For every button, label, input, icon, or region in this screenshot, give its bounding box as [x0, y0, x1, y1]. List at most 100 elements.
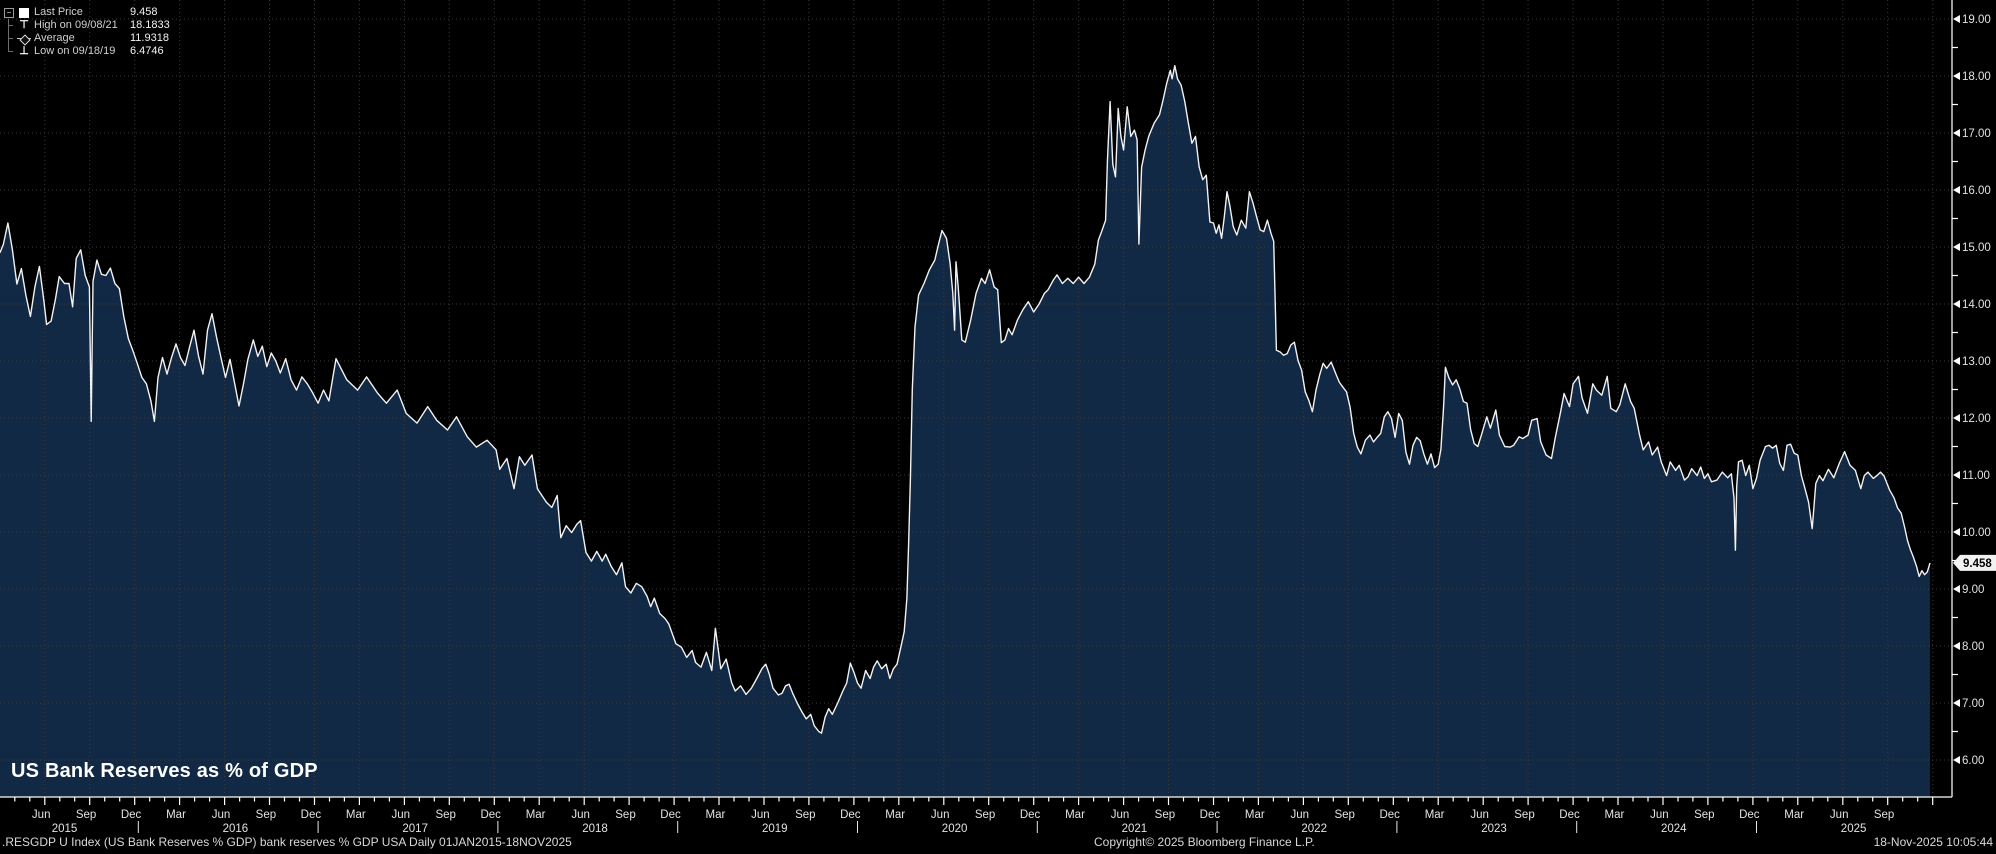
legend-label: Average	[34, 32, 75, 44]
legend-row-last-price[interactable]: − Last Price 9.458	[3, 6, 170, 19]
svg-text:Mar: Mar	[1604, 809, 1624, 821]
legend-label: Low on 09/18/19	[34, 45, 116, 57]
legend-value: 9.458	[130, 6, 158, 18]
svg-text:Sep: Sep	[1514, 809, 1534, 821]
svg-text:Dec: Dec	[840, 809, 861, 821]
svg-text:Sep: Sep	[1694, 809, 1714, 821]
svg-text:2019: 2019	[762, 823, 788, 835]
y-axis-labels[interactable]: 19.00 18.00 17.00 16.00 15.00 14.00 13.00 12.00…	[1952, 14, 1991, 767]
legend-label: High on 09/08/21	[34, 19, 118, 31]
legend-collapse-icon[interactable]: −	[4, 8, 14, 18]
svg-text:Dec: Dec	[1559, 809, 1580, 821]
svg-text:Sep: Sep	[256, 809, 276, 821]
legend-tree-branch	[3, 32, 14, 45]
svg-text:Dec: Dec	[1020, 809, 1041, 821]
svg-text:Dec: Dec	[1200, 809, 1221, 821]
x-axis-labels[interactable]: Jun Sep Dec 2015 Mar Jun Sep Dec 2016 Mar Jun Sep De…	[32, 809, 1894, 835]
svg-text:Dec: Dec	[301, 809, 322, 821]
svg-text:Jun: Jun	[212, 809, 231, 821]
svg-text:Jun: Jun	[571, 809, 590, 821]
svg-text:2016: 2016	[223, 823, 249, 835]
svg-text:12.00: 12.00	[1962, 413, 1991, 425]
copyright-text: Copyright© 2025 Bloomberg Finance L.P.	[1094, 835, 1315, 849]
svg-text:Jun: Jun	[931, 809, 950, 821]
svg-text:2017: 2017	[402, 823, 428, 835]
legend-row-low[interactable]: ⊥ Low on 09/18/19 6.4746	[3, 45, 170, 58]
series-area-fill	[0, 65, 1930, 797]
year-separators	[137, 821, 1757, 833]
svg-text:9.458: 9.458	[1963, 558, 1992, 570]
svg-text:Jun: Jun	[1830, 809, 1849, 821]
legend-value: 11.9318	[130, 32, 169, 44]
svg-text:Sep: Sep	[435, 809, 455, 821]
svg-text:Dec: Dec	[1379, 809, 1400, 821]
chart-title: US Bank Reserves as % of GDP	[11, 760, 318, 782]
svg-text:Mar: Mar	[526, 809, 546, 821]
svg-text:Mar: Mar	[1784, 809, 1804, 821]
legend-tree-node[interactable]: −	[3, 6, 14, 19]
legend-row-average[interactable]: Average 11.9318	[3, 32, 170, 46]
legend-tree-branch	[3, 19, 14, 32]
svg-text:Dec: Dec	[121, 809, 142, 821]
legend-value: 18.1833	[130, 19, 170, 31]
svg-text:Mar: Mar	[1245, 809, 1265, 821]
svg-text:Jun: Jun	[1291, 809, 1310, 821]
svg-text:2020: 2020	[942, 823, 968, 835]
svg-text:2025: 2025	[1841, 823, 1867, 835]
svg-text:Mar: Mar	[1425, 809, 1445, 821]
status-bar: .RESGDP U Index (US Bank Reserves % GDP)…	[0, 834, 1996, 849]
svg-text:17.00: 17.00	[1962, 128, 1991, 140]
legend-row-high[interactable]: ⊤ High on 09/08/21 18.1833	[3, 19, 170, 32]
svg-text:2021: 2021	[1122, 823, 1148, 835]
svg-text:2018: 2018	[582, 823, 608, 835]
svg-text:Sep: Sep	[795, 809, 815, 821]
last-price-badge[interactable]: 9.458	[1953, 554, 1996, 571]
high-tick-icon: ⊤	[19, 19, 29, 31]
svg-text:16.00: 16.00	[1962, 185, 1991, 197]
svg-text:7.00: 7.00	[1962, 698, 1984, 710]
svg-text:Sep: Sep	[975, 809, 995, 821]
gridlines	[0, 0, 1952, 797]
svg-text:2024: 2024	[1661, 823, 1687, 835]
average-diamond-icon	[14, 32, 34, 46]
svg-text:Dec: Dec	[1739, 809, 1760, 821]
last-price-swatch-icon	[14, 6, 34, 19]
svg-text:18.00: 18.00	[1962, 71, 1991, 83]
svg-text:2022: 2022	[1301, 823, 1327, 835]
svg-text:Dec: Dec	[480, 809, 501, 821]
low-tick-icon: ⊥	[19, 45, 29, 57]
svg-text:13.00: 13.00	[1962, 356, 1991, 368]
svg-text:15.00: 15.00	[1962, 242, 1991, 254]
svg-text:Mar: Mar	[1065, 809, 1085, 821]
svg-text:Sep: Sep	[1874, 809, 1894, 821]
svg-text:Jun: Jun	[751, 809, 770, 821]
series-line[interactable]	[0, 65, 1931, 734]
svg-text:Jun: Jun	[1470, 809, 1489, 821]
svg-text:Sep: Sep	[76, 809, 96, 821]
svg-text:8.00: 8.00	[1962, 641, 1984, 653]
legend-value: 6.4746	[130, 45, 164, 57]
svg-text:Dec: Dec	[660, 809, 681, 821]
svg-text:Sep: Sep	[1155, 809, 1175, 821]
svg-text:10.00: 10.00	[1962, 527, 1991, 539]
svg-text:2015: 2015	[52, 823, 78, 835]
svg-text:Sep: Sep	[1334, 809, 1354, 821]
legend-label: Last Price	[34, 6, 83, 18]
svg-text:Mar: Mar	[166, 809, 186, 821]
svg-text:Mar: Mar	[705, 809, 725, 821]
svg-text:6.00: 6.00	[1962, 755, 1984, 767]
svg-text:14.00: 14.00	[1962, 299, 1991, 311]
svg-text:2023: 2023	[1481, 823, 1507, 835]
svg-text:Mar: Mar	[346, 809, 366, 821]
timestamp-text: 18-Nov-2025 10:05:44	[1873, 835, 1993, 849]
svg-text:Sep: Sep	[615, 809, 635, 821]
svg-text:Jun: Jun	[392, 809, 411, 821]
svg-text:Jun: Jun	[1111, 809, 1130, 821]
x-axis-ticks	[14, 797, 1934, 805]
svg-text:Jun: Jun	[32, 809, 51, 821]
svg-text:9.00: 9.00	[1962, 584, 1984, 596]
chart-legend[interactable]: − Last Price 9.458 ⊤ High on 09/08/21 18…	[3, 6, 170, 58]
svg-text:19.00: 19.00	[1962, 14, 1991, 26]
